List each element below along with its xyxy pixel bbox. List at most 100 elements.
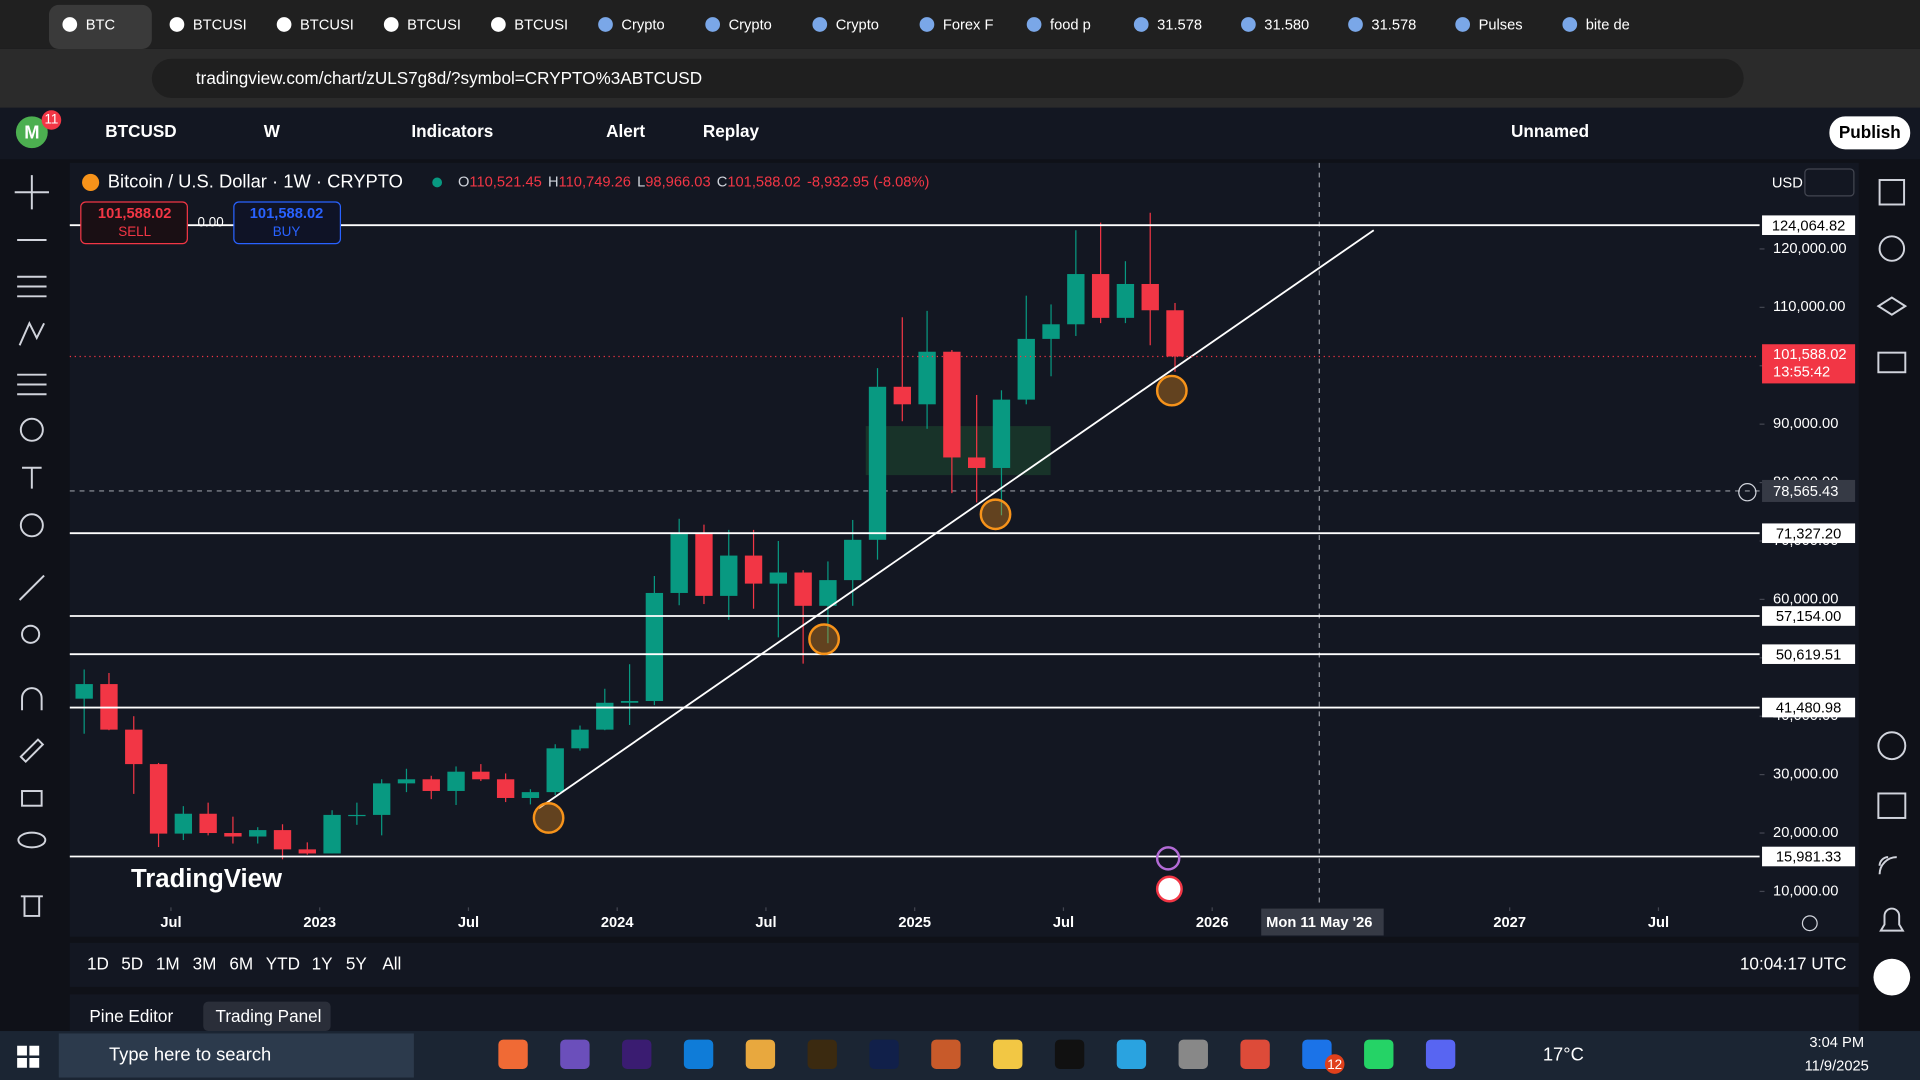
tab-title[interactable]: Pulses bbox=[1479, 18, 1523, 34]
url-field[interactable] bbox=[151, 58, 1744, 98]
tab-favicon bbox=[383, 17, 399, 32]
timeframe[interactable]: 5Y bbox=[346, 953, 368, 973]
tab-title[interactable]: Crypto bbox=[621, 18, 664, 34]
toolbar-replay[interactable]: Replay bbox=[703, 121, 760, 141]
buy-button[interactable] bbox=[233, 201, 342, 245]
currency-select[interactable] bbox=[1804, 168, 1855, 197]
add-alert[interactable] bbox=[1738, 483, 1757, 502]
toolbar-publish[interactable]: Publish bbox=[1839, 122, 1901, 142]
candle-body bbox=[645, 592, 664, 702]
taskbar-app[interactable] bbox=[498, 1039, 528, 1069]
draw-tool[interactable] bbox=[19, 738, 45, 764]
toolbar-layout-name[interactable]: Unnamed bbox=[1511, 121, 1589, 141]
lock-tool[interactable] bbox=[21, 790, 43, 807]
taskbar-app[interactable] bbox=[931, 1039, 961, 1069]
tab-title[interactable]: BTCUSI bbox=[514, 18, 568, 34]
tab-title[interactable]: Crypto bbox=[836, 18, 879, 34]
search-placeholder[interactable]: Type here to search bbox=[109, 1043, 271, 1064]
stream[interactable] bbox=[1878, 856, 1897, 875]
sell-button[interactable] bbox=[80, 201, 188, 245]
taskbar-app[interactable] bbox=[993, 1039, 1023, 1069]
taskbar-app[interactable] bbox=[1240, 1039, 1270, 1069]
event-icon[interactable] bbox=[1155, 846, 1181, 871]
y-tick-label: 120,000.00 bbox=[1773, 241, 1847, 257]
buy-price[interactable]: 101,588.02 bbox=[250, 206, 324, 222]
timeframe[interactable]: YTD bbox=[266, 953, 300, 973]
fib-tool[interactable] bbox=[17, 275, 47, 298]
tab-title[interactable]: Forex F bbox=[943, 18, 994, 34]
pattern-tool[interactable] bbox=[18, 320, 45, 346]
spread: 0.00 bbox=[198, 214, 224, 229]
panel-tab[interactable]: Pine Editor bbox=[89, 1006, 173, 1026]
search-box[interactable] bbox=[58, 1033, 414, 1078]
taskbar-app[interactable] bbox=[745, 1039, 776, 1069]
emoji-tool[interactable] bbox=[19, 513, 44, 538]
trash-tool[interactable] bbox=[20, 895, 43, 917]
active-panel-bg[interactable] bbox=[203, 1001, 331, 1032]
tab-title[interactable]: 31.578 bbox=[1371, 18, 1416, 34]
target[interactable] bbox=[1877, 731, 1907, 761]
buy-label[interactable]: BUY bbox=[273, 224, 301, 239]
sell-label[interactable]: SELL bbox=[118, 224, 151, 239]
alerts[interactable] bbox=[1878, 235, 1906, 262]
eye-tool[interactable] bbox=[17, 831, 47, 849]
taskbar-app[interactable] bbox=[1364, 1039, 1394, 1069]
apps-menu[interactable] bbox=[1873, 958, 1911, 996]
toolbar-alert[interactable]: Alert bbox=[606, 121, 645, 141]
timeframe[interactable]: 6M bbox=[229, 953, 253, 973]
notifications[interactable] bbox=[1879, 907, 1905, 932]
event-flag[interactable] bbox=[1155, 875, 1183, 903]
sell-price[interactable]: 101,588.02 bbox=[98, 206, 172, 222]
forecast-tool[interactable] bbox=[17, 373, 47, 396]
taskbar-app[interactable] bbox=[1425, 1039, 1456, 1069]
watchlist[interactable] bbox=[1878, 179, 1906, 206]
layers[interactable] bbox=[1876, 296, 1908, 316]
toolbar-symbol[interactable]: BTCUSD bbox=[105, 121, 176, 141]
timeframe[interactable]: 1Y bbox=[312, 953, 334, 973]
tab-title[interactable]: BTCUSI bbox=[193, 18, 247, 34]
toolbar-avatar[interactable]: M bbox=[24, 121, 39, 142]
magnet-tool[interactable] bbox=[21, 687, 43, 711]
cross-tool[interactable] bbox=[14, 175, 49, 210]
windows-logo[interactable] bbox=[17, 1045, 40, 1068]
taskbar-app[interactable] bbox=[1116, 1039, 1147, 1069]
tab-title[interactable]: BTCUSI bbox=[407, 18, 461, 34]
toolbar-indicators[interactable]: Indicators bbox=[411, 121, 493, 141]
taskbar-app[interactable] bbox=[869, 1039, 899, 1069]
tab-title[interactable]: BTCUSI bbox=[300, 18, 354, 34]
toolbar-badge[interactable]: 11 bbox=[44, 112, 58, 127]
settings[interactable] bbox=[1801, 915, 1818, 932]
timeframe[interactable]: 3M bbox=[193, 953, 217, 973]
timeframe[interactable]: All bbox=[382, 953, 401, 973]
tab-title[interactable]: food p bbox=[1050, 18, 1091, 34]
calendar[interactable] bbox=[1877, 792, 1907, 819]
candle-body bbox=[298, 849, 316, 854]
timeframe[interactable]: 1D bbox=[87, 953, 109, 973]
taskbar-app[interactable] bbox=[807, 1039, 837, 1069]
tab-title[interactable]: 31.580 bbox=[1264, 18, 1309, 34]
zoom-tool[interactable] bbox=[21, 624, 41, 644]
taskbar-app[interactable] bbox=[560, 1039, 590, 1069]
timeframe[interactable]: 1M bbox=[156, 953, 180, 973]
tab-active[interactable] bbox=[48, 4, 152, 49]
text-tool[interactable] bbox=[22, 466, 42, 489]
url[interactable]: tradingview.com/chart/zULS7g8d/?symbol=C… bbox=[196, 68, 702, 88]
tab-title[interactable]: bite de bbox=[1586, 18, 1630, 34]
shape-tool[interactable] bbox=[19, 417, 44, 442]
taskbar-app[interactable] bbox=[1178, 1039, 1208, 1069]
chat[interactable] bbox=[1877, 351, 1907, 374]
tab-title[interactable]: 31.578 bbox=[1157, 18, 1202, 34]
taskbar-app[interactable] bbox=[1054, 1039, 1085, 1069]
taskbar-app[interactable] bbox=[622, 1039, 652, 1069]
taskbar-app[interactable] bbox=[1302, 1039, 1332, 1069]
tab-title[interactable]: Crypto bbox=[729, 18, 772, 34]
timeframe[interactable]: 5D bbox=[121, 953, 143, 973]
ruler-tool[interactable] bbox=[18, 574, 45, 601]
publish-bg[interactable] bbox=[1829, 116, 1911, 150]
panel-tab[interactable]: Trading Panel bbox=[216, 1006, 322, 1026]
currency[interactable]: USD bbox=[1772, 176, 1803, 192]
tab-title[interactable]: BTC bbox=[86, 18, 116, 34]
avatar-bg[interactable] bbox=[15, 116, 48, 149]
toolbar-interval[interactable]: W bbox=[264, 121, 281, 141]
taskbar-app[interactable] bbox=[683, 1039, 714, 1069]
